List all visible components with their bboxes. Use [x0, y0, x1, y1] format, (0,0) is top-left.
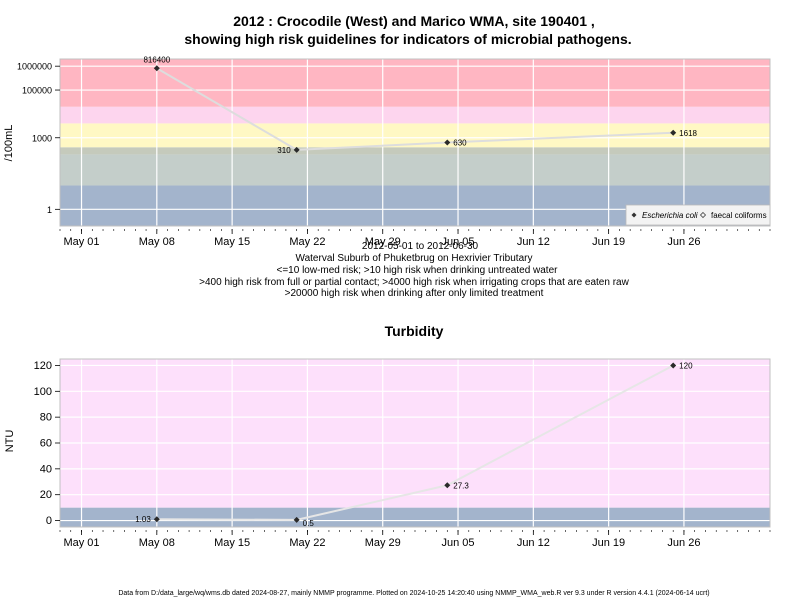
chart2-data-label-4: 120: [679, 361, 693, 370]
chart1-title: 2012 : Crocodile (West) and Marico WMA, …: [233, 13, 595, 29]
chart1-data-point-1: [153, 65, 160, 72]
chart1-xlabel-line-3: <=10 low-med risk; >10 high risk when dr…: [277, 265, 559, 276]
chart1-data-point-3: [444, 139, 451, 146]
chart2-data-label-2: 0.5: [303, 519, 315, 528]
chart2-y-tick-label-3: 40: [40, 463, 52, 475]
chart2-plot: May 01 May 08 May 15 May 22 May 29 Jun 05 Jun …: [34, 358, 771, 549]
chart2-data-label-3: 27.3: [453, 481, 469, 490]
chart1-xlabel-line-2: Waterval Suburb of Phuketbrug on Hexrivi…: [296, 253, 533, 264]
footer-note: Data from D:/data_large/wq/wms.db dated …: [118, 590, 709, 597]
chart1-x-tick-label-5: May 29: [365, 236, 401, 248]
chart1-x-tick-label-7: Jun 12: [517, 236, 550, 248]
chart2-data-point-2: [293, 516, 300, 523]
chart1-xlabel-line-4: >400 high risk from full or partial cont…: [199, 277, 629, 288]
chart1-y-tick-label-4: 1000000: [17, 62, 52, 72]
chart1-xlabel-line-1: 2012-05-01 to 2012-06-30: [362, 241, 479, 252]
chart1-x-tick-label-6: Jun 05: [442, 236, 475, 248]
chart1-risk-band-2: [60, 154, 770, 186]
chart1-ylabel: /100mL: [3, 125, 15, 162]
chart1-risk-band-5: [60, 106, 770, 124]
legend-entry-1: Escherichia coli: [642, 211, 698, 220]
chart1-x-tick-label-8: Jun 19: [592, 236, 625, 248]
legend-marker-open-diamond: [699, 211, 707, 219]
chart2-x-tick-label-9: Jun 26: [667, 537, 700, 549]
chart2-y-tick-label-1: 0: [46, 515, 52, 527]
chart2-x-tick-label-3: May 15: [214, 537, 250, 549]
chart1-risk-band-3: [60, 147, 770, 155]
chart1-x-tick-label-9: Jun 26: [667, 236, 700, 248]
chart1-data-label-4: 1618: [679, 129, 697, 138]
chart1-y-tick-label-1: 1: [47, 205, 52, 215]
chart1-series-line-1: [156, 67, 674, 151]
chart1-data-label-2: 310: [277, 146, 291, 155]
chart1-x-tick-label-2: May 08: [139, 236, 175, 248]
chart1-risk-band-6: [60, 59, 770, 107]
chart1-data-label-3: 630: [453, 139, 467, 148]
chart2-series-line-1: [156, 364, 674, 521]
chart1-x-tick-label-1: May 01: [63, 236, 99, 248]
chart1-data-label-1: 816400: [143, 55, 170, 64]
legend-marker-filled-diamond: [631, 212, 637, 218]
chart2-risk-band-1: [60, 507, 770, 527]
chart2-x-tick-label-7: Jun 12: [517, 537, 550, 549]
chart2-data-point-1: [153, 516, 160, 523]
chart1-title-line2: showing high risk guidelines for indicat…: [184, 31, 631, 47]
chart2-ylabel: NTU: [4, 430, 16, 453]
chart2-x-tick-label-2: May 08: [139, 537, 175, 549]
chart2-y-tick-label-7: 120: [34, 360, 52, 372]
chart2-title: Turbidity: [385, 323, 444, 339]
chart1-x-tick-label-4: May 22: [289, 236, 325, 248]
chart2-x-tick-label-4: May 22: [289, 537, 325, 549]
chart2-x-tick-label-5: May 29: [365, 537, 401, 549]
chart2-risk-band-2: [60, 359, 770, 508]
chart2-y-tick-label-5: 80: [40, 412, 52, 424]
chart2-y-tick-label-4: 60: [40, 438, 52, 450]
chart1-plot: May 01 May 08 May 15 May 22 May 29 Jun 05 Jun …: [17, 55, 771, 248]
chart1-y-tick-label-3: 100000: [22, 86, 52, 96]
legend-box: [625, 204, 771, 226]
chart1-y-tick-label-2: 1000: [32, 133, 52, 143]
chart2-y-tick-label-2: 20: [40, 489, 52, 501]
chart1-data-point-4: [670, 129, 677, 136]
chart2-data-label-1: 1.03: [135, 515, 151, 524]
chart2-y-tick-label-6: 100: [34, 386, 52, 398]
chart2-x-tick-label-8: Jun 19: [592, 537, 625, 549]
chart2-data-point-3: [444, 482, 451, 489]
chart2-x-tick-label-6: Jun 05: [442, 537, 475, 549]
chart1-risk-band-4: [60, 123, 770, 148]
chart2-x-tick-label-1: May 01: [63, 537, 99, 549]
chart1-legend: Escherichia coli faecal coliforms: [625, 204, 771, 226]
chart1-data-point-2: [293, 146, 300, 153]
chart1-x-tick-label-3: May 15: [214, 236, 250, 248]
chart1-xlabel-line-5: >20000 high risk when drinking after onl…: [285, 288, 544, 299]
legend-entry-2: faecal coliforms: [711, 211, 767, 220]
chart1-plot-frame: [59, 58, 771, 227]
chart2-data-point-4: [670, 362, 677, 369]
